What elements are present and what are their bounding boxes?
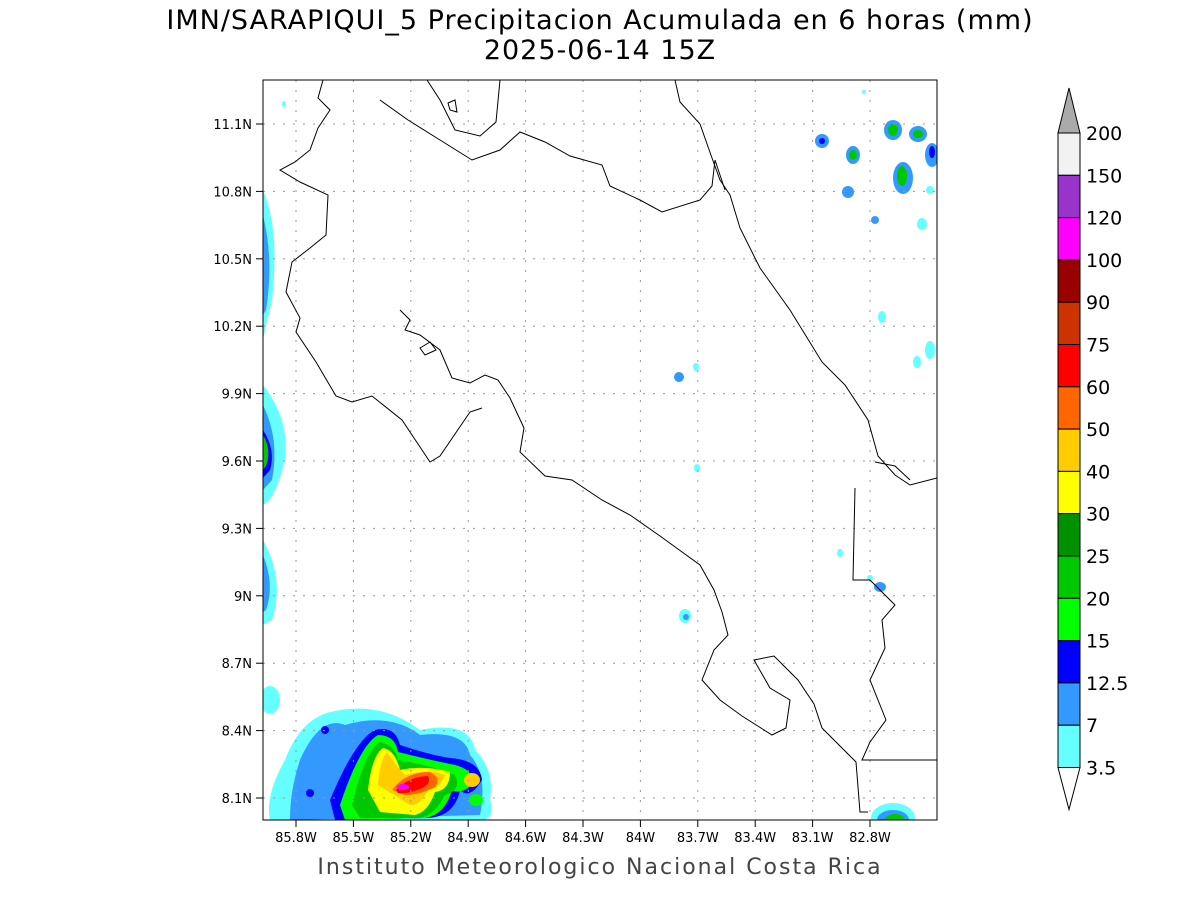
colorbar-swatch xyxy=(1057,132,1081,176)
top-right-cells xyxy=(282,90,937,820)
colorbar-level-label: 90 xyxy=(1086,292,1110,314)
lon-tick-label: 85.5W xyxy=(332,831,374,846)
colorbar-swatch xyxy=(1057,259,1081,303)
lon-tick-label: 85.2W xyxy=(390,831,432,846)
lat-tick-label: 9N xyxy=(234,590,252,605)
colorbar-level-label: 15 xyxy=(1086,631,1110,653)
lon-tick-label: 83.1W xyxy=(792,831,834,846)
colorbar-swatch xyxy=(1057,555,1081,599)
footer-credit: Instituto Meteorologico Nacional Costa R… xyxy=(317,855,883,880)
map-frame xyxy=(262,79,938,821)
lon-tick-label: 83.4W xyxy=(734,831,776,846)
latitude-axis: 11.1N 10.8N 10.5N 10.2N 9.9N 9.6N 9.3N 9N 8.7N 8.… xyxy=(213,118,263,807)
colorbar-level-label: 75 xyxy=(1086,335,1110,357)
lon-tick-label: 84.3W xyxy=(562,831,604,846)
colorbar-level-label: 50 xyxy=(1086,419,1110,441)
colorbar-swatch xyxy=(1057,682,1081,726)
lat-tick-label: 9.6N xyxy=(222,455,252,470)
colorbar-swatch xyxy=(1057,640,1081,684)
colorbar-swatch xyxy=(1057,470,1081,515)
colorbar-swatch xyxy=(1057,428,1081,472)
lat-tick-label: 11.1N xyxy=(213,118,252,133)
colorbar-level-label: 60 xyxy=(1086,377,1110,399)
colorbar-level-label: 150 xyxy=(1086,165,1122,187)
colorbar-level-label: 30 xyxy=(1086,504,1110,526)
lat-tick-label: 8.1N xyxy=(222,792,252,807)
colorbar-swatch xyxy=(1057,301,1081,346)
map-title: IMN/SARAPIQUI_5 Precipitacion Acumulada … xyxy=(166,5,1034,36)
precipitation-field xyxy=(263,90,937,820)
colorbar-swatch xyxy=(1057,174,1081,219)
lon-tick-label: 84W xyxy=(626,831,656,846)
grid-lines xyxy=(263,80,937,820)
colorbar-level-label: 200 xyxy=(1086,123,1122,145)
lat-tick-label: 8.4N xyxy=(222,725,252,740)
lat-tick-label: 8.7N xyxy=(222,657,252,672)
coastlines xyxy=(278,80,937,813)
colorbar-over-arrow xyxy=(1057,87,1081,134)
colorbar-level-label: 100 xyxy=(1086,250,1122,272)
colorbar-swatch xyxy=(1057,344,1081,388)
longitude-axis: 85.8W 85.5W 85.2W 84.9W 84.6W 84.3W 84W 83.7W 83… xyxy=(275,820,891,846)
colorbar-level-label: 7 xyxy=(1086,715,1098,737)
colorbar-level-label: 3.5 xyxy=(1086,758,1116,780)
lon-tick-label: 84.6W xyxy=(505,831,547,846)
colorbar-level-label: 120 xyxy=(1086,208,1122,230)
colorbar-swatch xyxy=(1057,597,1081,642)
lon-tick-label: 85.8W xyxy=(275,831,317,846)
colorbar-swatch xyxy=(1057,386,1081,430)
lat-tick-label: 10.5N xyxy=(213,253,252,268)
lon-tick-label: 83.7W xyxy=(677,831,719,846)
lon-tick-label: 84.9W xyxy=(447,831,489,846)
lat-tick-label: 10.8N xyxy=(213,185,252,200)
colorbar-level-label: 25 xyxy=(1086,546,1110,568)
colorbar-legend: 3.5 7 12.5 15 20 25 30 40 50 60 75 90 100 120 150 200 xyxy=(1057,87,1128,812)
colorbar-level-label: 20 xyxy=(1086,588,1110,610)
lon-tick-label: 82.8W xyxy=(849,831,891,846)
colorbar-swatch xyxy=(1057,513,1081,557)
map-valid-time: 2025-06-14 15Z xyxy=(483,35,717,66)
lat-tick-label: 10.2N xyxy=(213,320,252,335)
colorbar-level-label: 12.5 xyxy=(1086,673,1128,695)
lat-tick-label: 9.9N xyxy=(222,388,252,403)
colorbar-under-arrow xyxy=(1057,767,1081,812)
colorbar-swatch xyxy=(1057,724,1081,769)
colorbar-level-label: 40 xyxy=(1086,461,1110,483)
lat-tick-label: 9.3N xyxy=(222,522,252,537)
colorbar-swatch xyxy=(1057,217,1081,261)
